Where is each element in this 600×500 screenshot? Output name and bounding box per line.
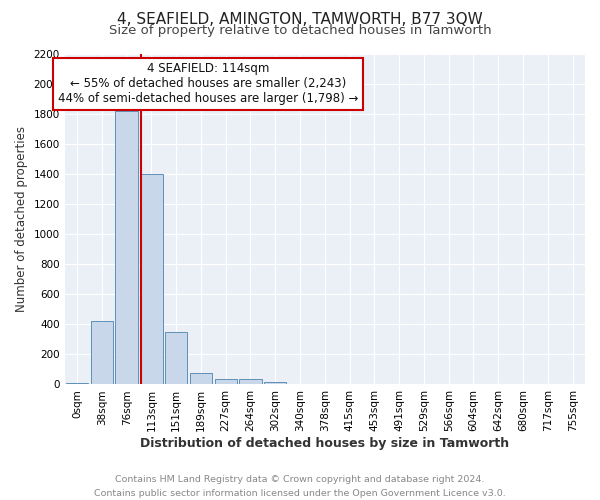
Text: 4 SEAFIELD: 114sqm
← 55% of detached houses are smaller (2,243)
44% of semi-deta: 4 SEAFIELD: 114sqm ← 55% of detached hou…: [58, 62, 358, 106]
Bar: [264, 382, 286, 384]
Bar: [190, 373, 212, 384]
Bar: [165, 332, 187, 384]
Bar: [115, 111, 138, 384]
Bar: [239, 379, 262, 384]
Bar: [66, 383, 88, 384]
Bar: [215, 379, 237, 384]
Bar: [140, 174, 163, 384]
Text: Contains HM Land Registry data © Crown copyright and database right 2024.
Contai: Contains HM Land Registry data © Crown c…: [94, 476, 506, 498]
Text: 4, SEAFIELD, AMINGTON, TAMWORTH, B77 3QW: 4, SEAFIELD, AMINGTON, TAMWORTH, B77 3QW: [117, 12, 483, 28]
Y-axis label: Number of detached properties: Number of detached properties: [15, 126, 28, 312]
Text: Size of property relative to detached houses in Tamworth: Size of property relative to detached ho…: [109, 24, 491, 37]
X-axis label: Distribution of detached houses by size in Tamworth: Distribution of detached houses by size …: [140, 437, 509, 450]
Bar: [91, 320, 113, 384]
